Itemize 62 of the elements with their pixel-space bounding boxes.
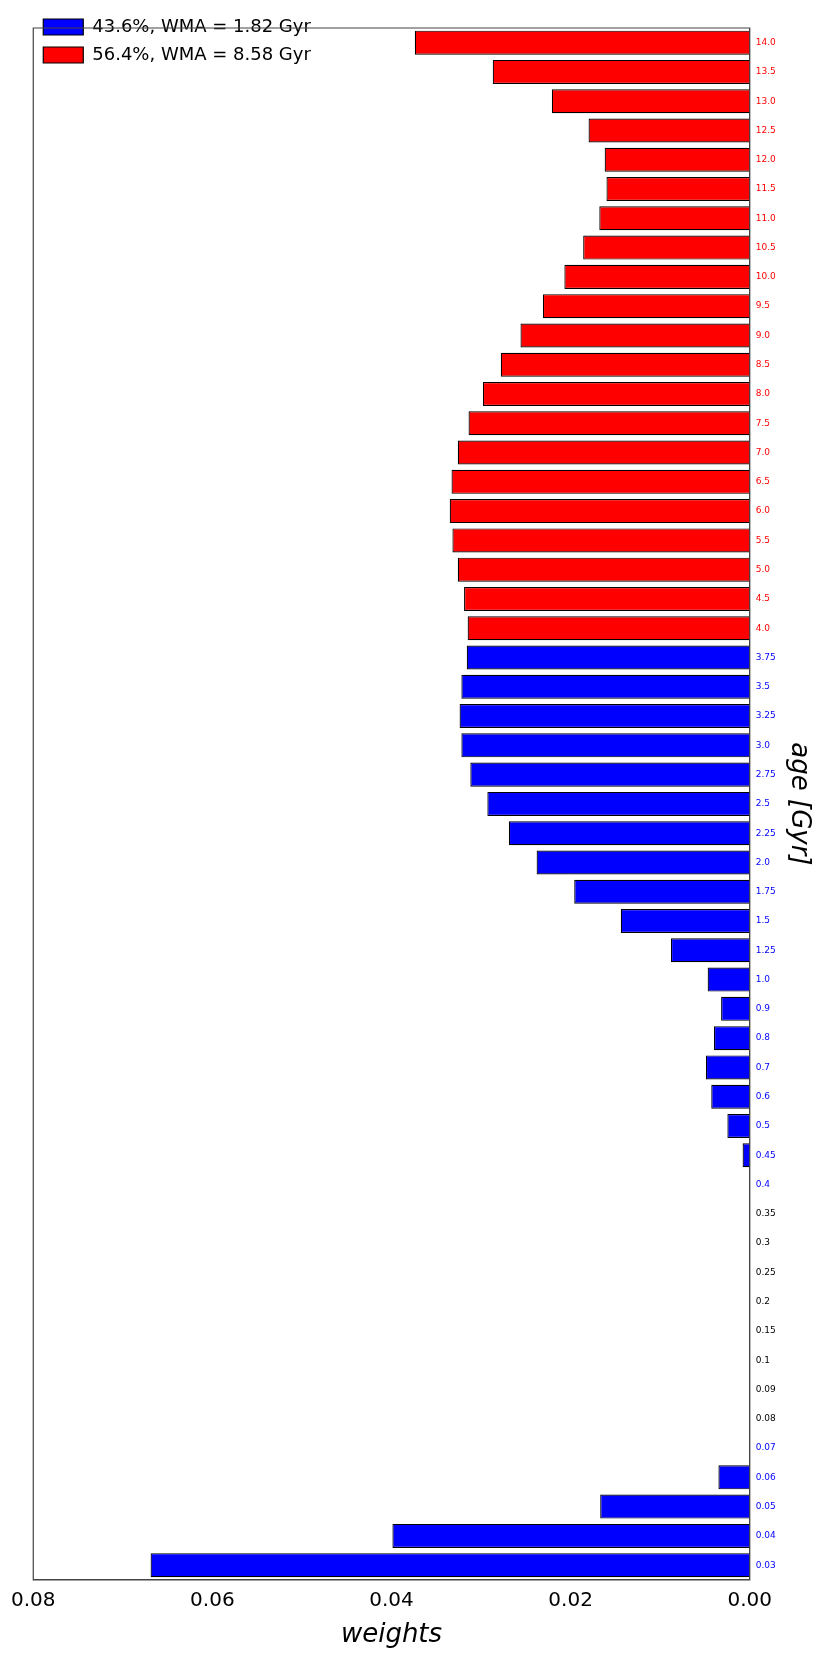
y-tick-label: 1.25 bbox=[755, 944, 776, 955]
y-tick-label: 11.5 bbox=[755, 183, 776, 194]
y-tick-label: 1.0 bbox=[755, 973, 771, 984]
y-tick-label: 0.45 bbox=[755, 1149, 776, 1160]
y-tick-label: 0.9 bbox=[755, 1003, 771, 1014]
y-tick-label: 0.03 bbox=[755, 1559, 776, 1570]
y-tick-label: 8.0 bbox=[755, 388, 771, 399]
y-tick-label: 0.2 bbox=[755, 1295, 771, 1306]
y-tick-label: 4.0 bbox=[755, 622, 771, 633]
x-tick-label: 0.04 bbox=[369, 1587, 414, 1611]
y-tick-label: 11.0 bbox=[755, 212, 777, 223]
y-tick-label: 0.3 bbox=[755, 1237, 771, 1248]
y-tick-label: 0.05 bbox=[755, 1500, 776, 1511]
y-tick-label: 6.0 bbox=[755, 505, 771, 516]
y-tick-label: 9.0 bbox=[755, 329, 771, 340]
legend-label: 56.4%, WMA = 8.58 Gyr bbox=[92, 42, 312, 64]
y-tick-label: 9.5 bbox=[755, 300, 771, 311]
y-tick-label: 3.5 bbox=[755, 681, 771, 692]
y-tick-label: 0.6 bbox=[755, 1091, 771, 1102]
y-tick-label: 0.8 bbox=[755, 1032, 771, 1043]
x-tick-label: 0.08 bbox=[11, 1587, 56, 1611]
y-tick-label: 0.25 bbox=[755, 1266, 776, 1277]
y-tick-label: 7.5 bbox=[755, 417, 771, 428]
y-tick-label: 0.35 bbox=[755, 1208, 776, 1219]
y-tick-label: 0.1 bbox=[755, 1354, 771, 1365]
y-tick-label: 3.25 bbox=[755, 710, 776, 721]
y-tick-label: 3.75 bbox=[755, 651, 776, 662]
y-tick-label: 2.5 bbox=[755, 798, 771, 809]
y-tick-label: 13.5 bbox=[755, 66, 776, 77]
y-tick-label: 1.75 bbox=[755, 886, 776, 897]
y-tick-label: 12.0 bbox=[755, 154, 777, 165]
y-tick-label: 14.0 bbox=[755, 36, 777, 47]
y-tick-label: 3.0 bbox=[755, 739, 771, 750]
x-tick-label: 0.06 bbox=[190, 1587, 235, 1611]
y-tick-label: 6.5 bbox=[755, 476, 771, 487]
x-tick-label: 0.00 bbox=[727, 1587, 773, 1611]
y-tick-label: 2.75 bbox=[755, 768, 776, 779]
y-tick-label: 2.0 bbox=[755, 856, 771, 867]
y-tick-label: 0.04 bbox=[755, 1530, 777, 1541]
y-tick-label: 0.08 bbox=[755, 1413, 777, 1424]
y-tick-label: 5.0 bbox=[755, 564, 771, 575]
y-tick-label: 10.0 bbox=[755, 271, 777, 282]
y-axis-title: age [Gyr] bbox=[785, 742, 816, 866]
y-tick-label: 10.5 bbox=[755, 241, 776, 252]
y-tick-label: 12.5 bbox=[755, 124, 776, 135]
y-tick-label: 0.07 bbox=[755, 1442, 776, 1453]
y-tick-label: 0.09 bbox=[755, 1383, 777, 1394]
y-tick-label: 1.5 bbox=[755, 915, 771, 926]
x-tick-label: 0.02 bbox=[548, 1587, 593, 1611]
y-tick-label: 5.5 bbox=[755, 534, 771, 545]
y-tick-label: 2.25 bbox=[755, 827, 776, 838]
legend-label: 43.6%, WMA = 1.82 Gyr bbox=[92, 14, 312, 36]
y-tick-label: 13.0 bbox=[755, 95, 777, 106]
y-tick-label: 0.4 bbox=[755, 1178, 771, 1189]
x-axis-title: weights bbox=[340, 1618, 443, 1649]
y-tick-label: 0.15 bbox=[755, 1325, 776, 1336]
y-tick-label: 4.5 bbox=[755, 593, 771, 604]
y-tick-label: 0.06 bbox=[755, 1471, 777, 1482]
y-tick-label: 0.5 bbox=[755, 1120, 771, 1131]
y-tick-label: 8.5 bbox=[755, 359, 771, 370]
y-tick-label: 0.7 bbox=[755, 1061, 771, 1072]
y-tick-label: 7.0 bbox=[755, 446, 771, 457]
